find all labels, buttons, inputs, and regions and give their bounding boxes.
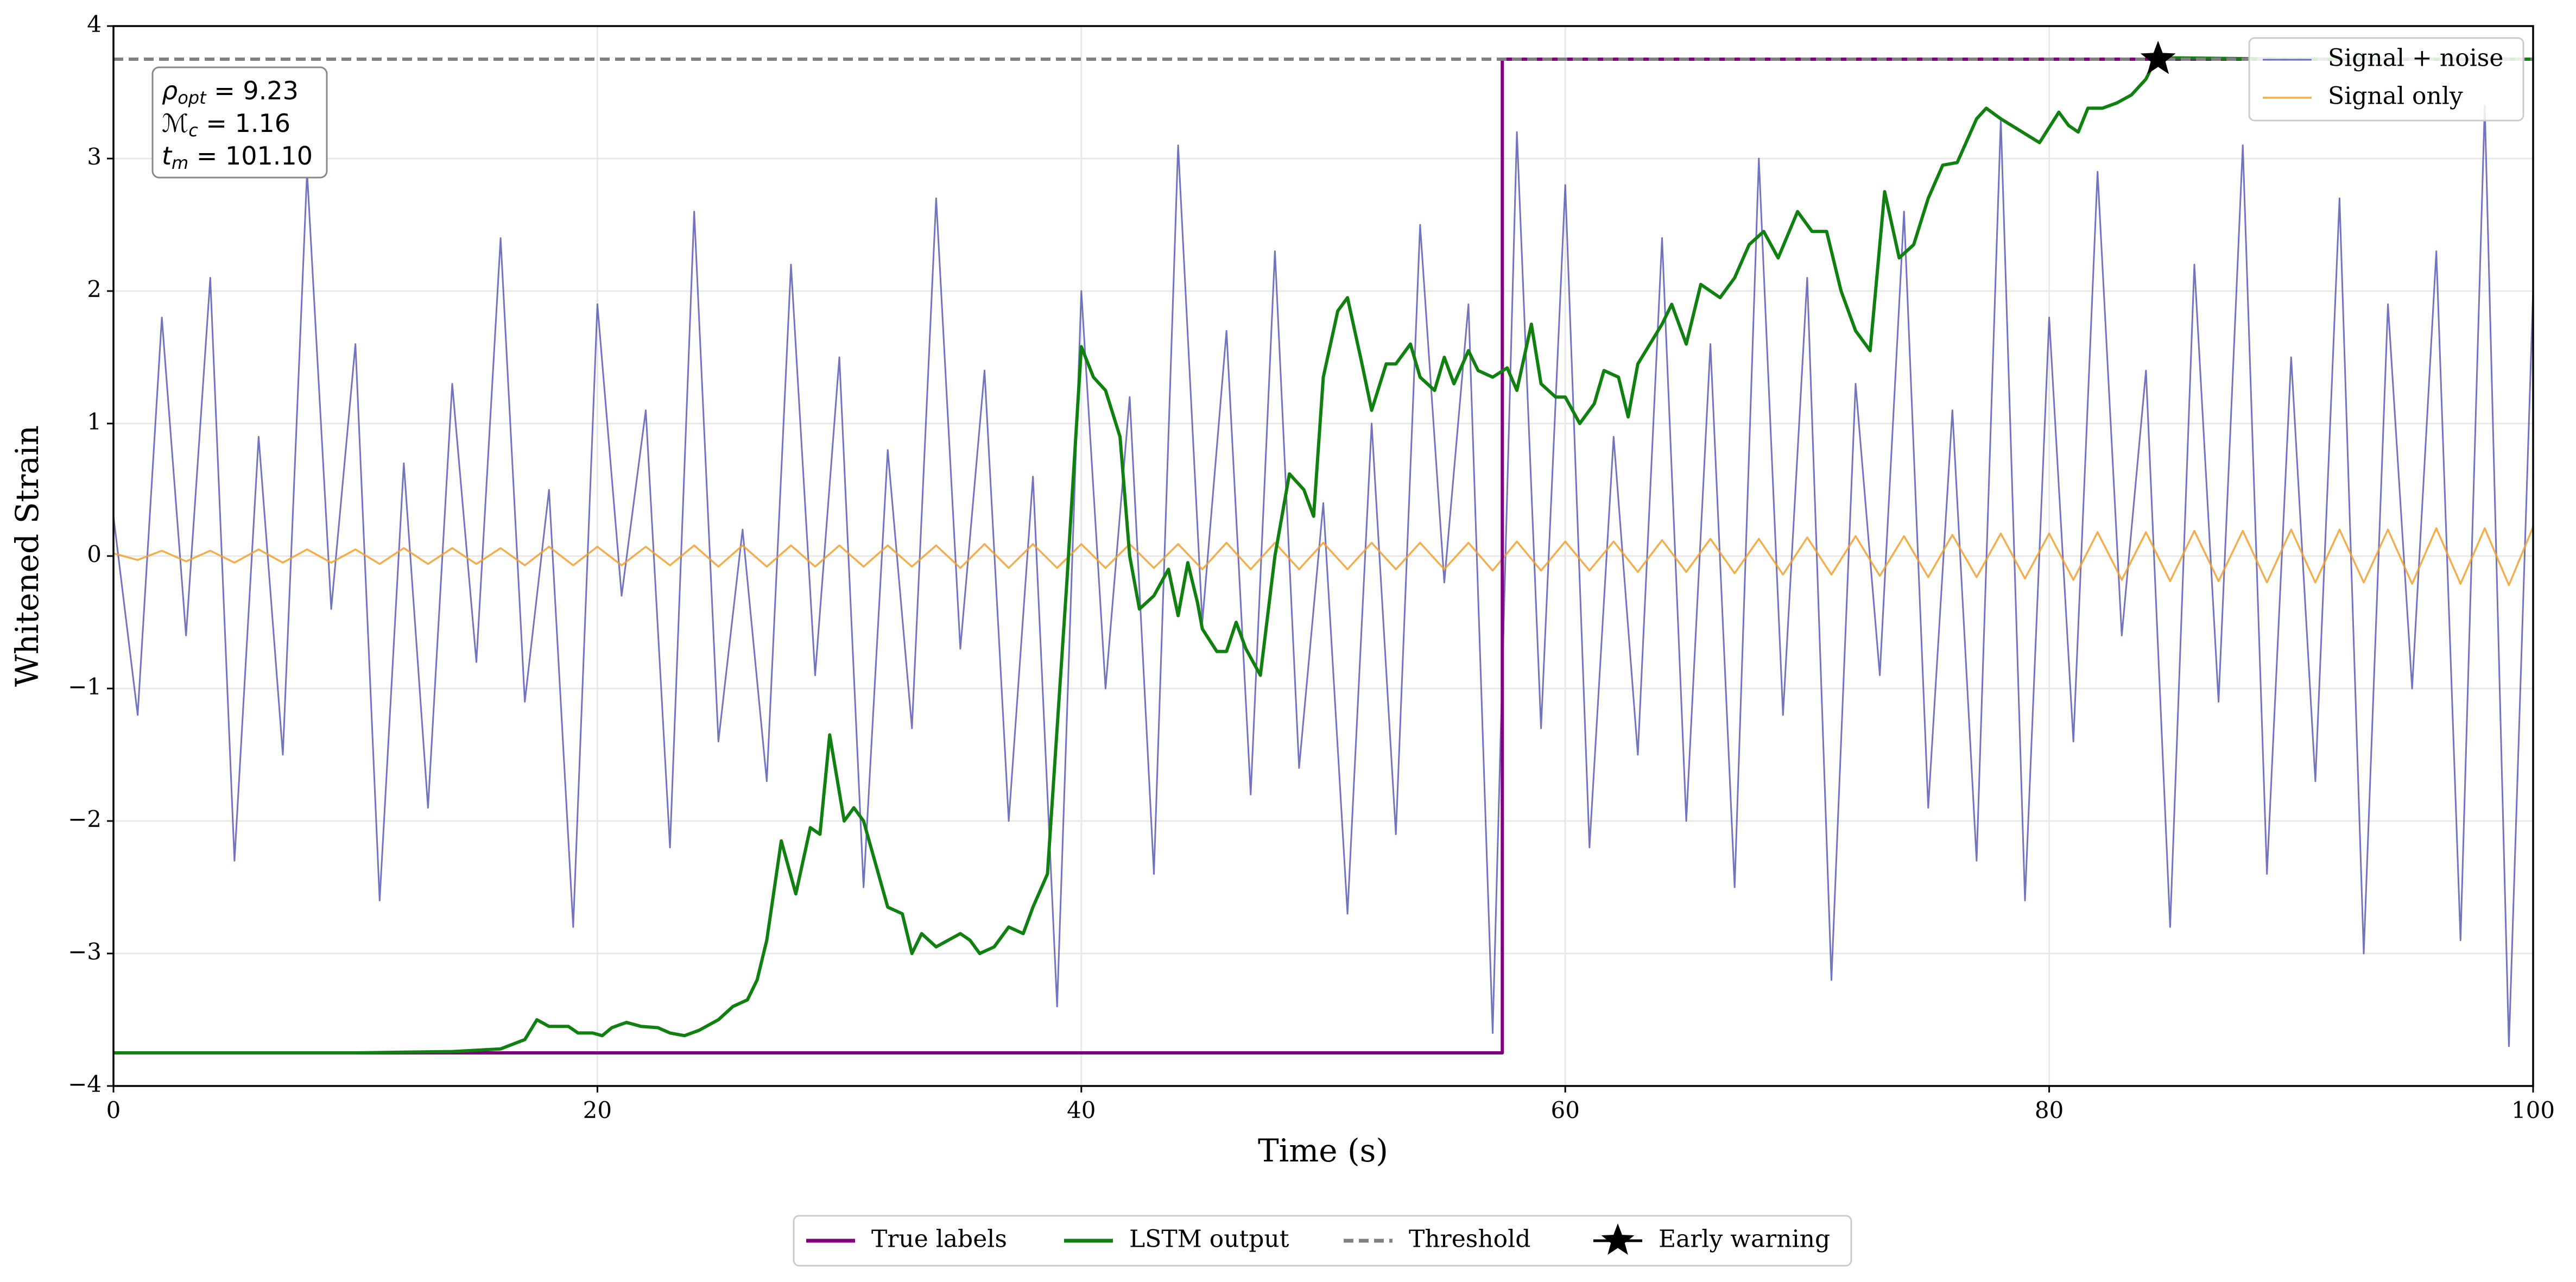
annotation-text: ρopt = 9.23 bbox=[162, 76, 299, 109]
x-tick-label: 60 bbox=[1550, 1097, 1579, 1123]
y-tick-label: −3 bbox=[68, 938, 102, 965]
plot-frame bbox=[112, 25, 2534, 1087]
value: = 1.16 bbox=[198, 109, 290, 138]
annotation-text: ℳc = 1.16 bbox=[162, 109, 290, 141]
legend-label: Threshold bbox=[1409, 1226, 1530, 1253]
symbol: ρ bbox=[162, 76, 178, 105]
x-tick-label: 80 bbox=[2035, 1097, 2064, 1123]
y-tick-label: −1 bbox=[68, 673, 102, 700]
series-line bbox=[113, 56, 2533, 1054]
value: = 101.10 bbox=[188, 141, 313, 170]
subscript: m bbox=[172, 153, 188, 173]
legend-swatch bbox=[1601, 1223, 1635, 1255]
legend-label: LSTM output bbox=[1129, 1226, 1289, 1253]
y-tick-label: −2 bbox=[68, 806, 102, 832]
x-tick-label: 20 bbox=[583, 1097, 612, 1123]
subscript: opt bbox=[178, 87, 207, 108]
x-tick-label: 100 bbox=[2511, 1097, 2555, 1123]
symbol: ℳ bbox=[162, 109, 188, 138]
y-tick-label: 1 bbox=[87, 408, 102, 435]
series-line bbox=[113, 526, 2533, 586]
y-tick-label: 0 bbox=[87, 541, 102, 567]
y-tick-label: −4 bbox=[68, 1071, 102, 1097]
star-marker bbox=[2140, 41, 2176, 74]
y-tick-label: 4 bbox=[87, 11, 102, 37]
subscript: c bbox=[188, 120, 198, 141]
annotation-box bbox=[151, 66, 328, 179]
legend-box bbox=[2248, 37, 2524, 122]
symbol: t bbox=[162, 141, 173, 170]
y-axis-label: Whitened Strain bbox=[9, 425, 46, 687]
legend-box bbox=[793, 1215, 1852, 1267]
legend-label: Signal only bbox=[2328, 83, 2463, 110]
value: = 9.23 bbox=[206, 76, 299, 105]
annotation-text: tm = 101.10 bbox=[162, 141, 313, 174]
y-tick-label: 3 bbox=[87, 143, 102, 170]
legend-label: Early warning bbox=[1659, 1226, 1830, 1253]
x-tick-label: 40 bbox=[1067, 1097, 1096, 1123]
x-tick-label: 0 bbox=[106, 1097, 121, 1123]
legend-label: True labels bbox=[871, 1226, 1007, 1253]
legend-label: Signal + noise bbox=[2328, 45, 2503, 72]
series-line bbox=[113, 104, 2533, 1047]
x-axis-label: Time (s) bbox=[1258, 1132, 1388, 1169]
y-tick-label: 2 bbox=[87, 276, 102, 302]
